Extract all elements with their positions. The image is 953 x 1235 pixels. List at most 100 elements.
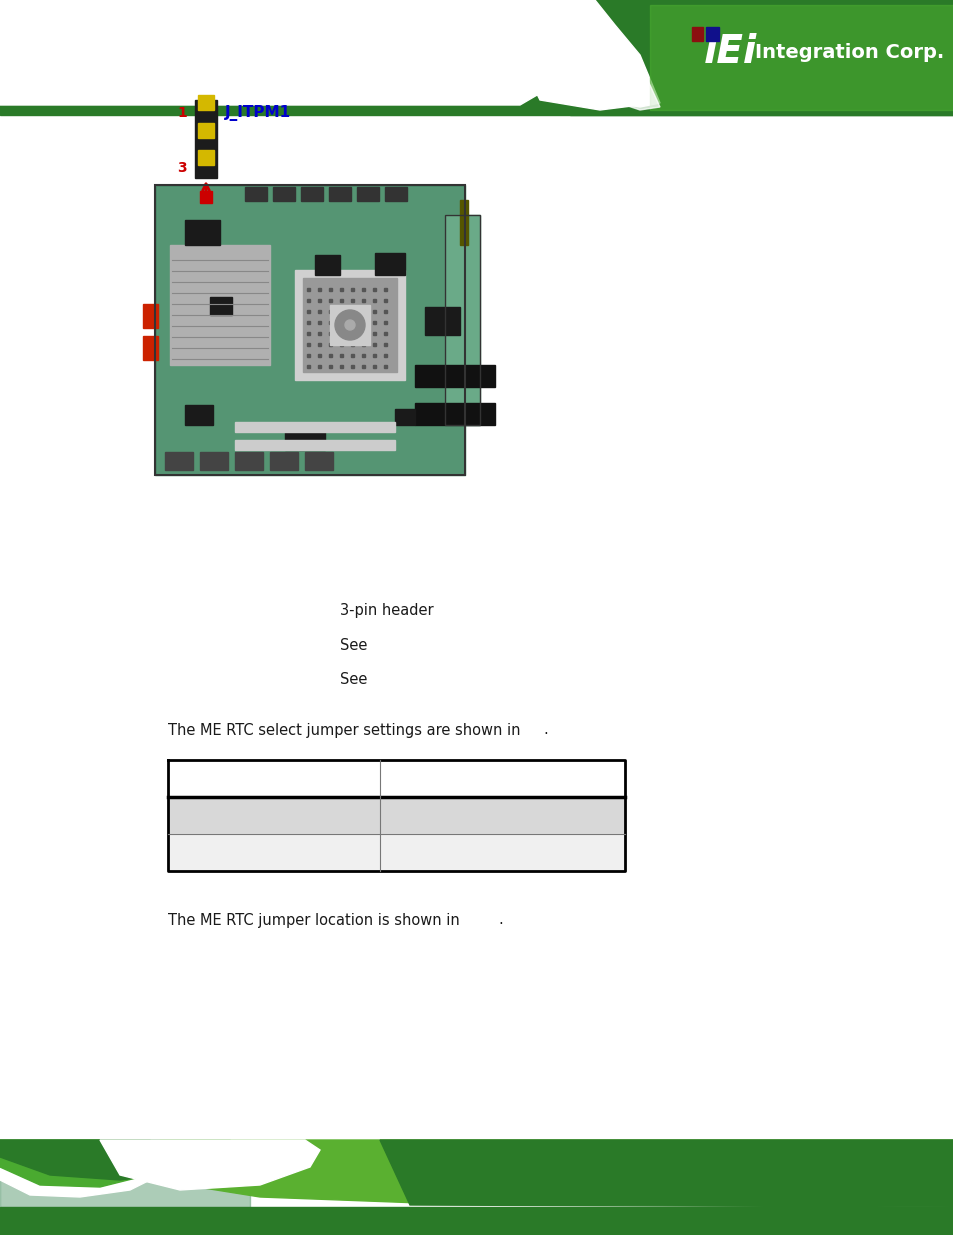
Bar — [373, 366, 375, 368]
Bar — [303, 278, 396, 372]
Bar — [459, 200, 468, 245]
Bar — [373, 343, 375, 346]
Bar — [330, 305, 370, 345]
Bar — [329, 354, 332, 357]
Bar — [351, 366, 354, 368]
Text: See: See — [339, 673, 367, 688]
Polygon shape — [555, 0, 659, 107]
Bar — [210, 296, 232, 315]
Bar — [415, 403, 495, 425]
Bar — [705, 27, 719, 41]
Bar — [198, 124, 213, 138]
Bar — [198, 149, 213, 165]
Bar — [273, 186, 294, 201]
Bar — [339, 354, 343, 357]
Bar — [384, 310, 387, 312]
Bar — [317, 321, 320, 324]
Bar — [351, 310, 354, 312]
Bar — [356, 186, 378, 201]
Bar — [373, 299, 375, 303]
Bar — [198, 95, 213, 110]
Bar — [0, 1207, 953, 1235]
Bar — [384, 354, 387, 357]
Bar — [168, 797, 624, 834]
Bar — [361, 366, 365, 368]
Bar — [351, 321, 354, 324]
Bar — [351, 332, 354, 335]
Bar — [143, 336, 158, 359]
Bar — [373, 310, 375, 312]
Text: iEi: iEi — [702, 33, 756, 70]
Bar — [154, 185, 464, 475]
Bar — [0, 0, 953, 115]
Bar — [305, 452, 333, 471]
Circle shape — [345, 320, 355, 330]
Polygon shape — [160, 1140, 953, 1203]
Bar — [317, 332, 320, 335]
Bar — [165, 452, 193, 471]
Bar — [329, 321, 332, 324]
Bar — [285, 432, 325, 450]
Bar — [317, 343, 320, 346]
Bar — [329, 310, 332, 312]
Bar — [329, 366, 332, 368]
Bar — [361, 321, 365, 324]
Bar — [351, 299, 354, 303]
Bar — [307, 321, 310, 324]
Bar — [361, 332, 365, 335]
Bar — [339, 343, 343, 346]
Bar — [0, 1140, 250, 1235]
Bar — [384, 321, 387, 324]
Polygon shape — [100, 1140, 319, 1191]
Bar — [270, 452, 297, 471]
Polygon shape — [0, 1140, 170, 1197]
Bar — [143, 304, 158, 329]
Bar — [329, 288, 332, 291]
Bar — [307, 299, 310, 303]
Bar — [384, 332, 387, 335]
Text: Integration Corp.: Integration Corp. — [754, 42, 943, 62]
Bar — [0, 1140, 953, 1235]
Bar — [234, 452, 263, 471]
Bar — [317, 366, 320, 368]
Bar — [234, 440, 395, 450]
Bar — [361, 288, 365, 291]
Text: .: . — [497, 913, 502, 927]
Bar — [375, 253, 405, 275]
Text: See: See — [339, 637, 367, 652]
Text: The ME RTC select jumper settings are shown in: The ME RTC select jumper settings are sh… — [168, 722, 520, 737]
Text: J_ITPM1: J_ITPM1 — [225, 105, 291, 121]
Bar — [329, 332, 332, 335]
Bar — [185, 405, 213, 425]
Bar — [569, 0, 953, 115]
Bar — [415, 366, 495, 387]
Bar — [339, 288, 343, 291]
Bar — [361, 299, 365, 303]
Bar — [329, 299, 332, 303]
Bar — [339, 332, 343, 335]
Bar — [317, 310, 320, 312]
Bar — [317, 299, 320, 303]
Bar — [329, 343, 332, 346]
Bar — [339, 299, 343, 303]
Polygon shape — [379, 1140, 953, 1207]
Bar — [384, 366, 387, 368]
Polygon shape — [569, 0, 659, 110]
Bar — [170, 245, 270, 366]
Bar — [307, 310, 310, 312]
Bar — [317, 354, 320, 357]
Text: The ME RTC jumper location is shown in: The ME RTC jumper location is shown in — [168, 913, 459, 927]
Bar — [157, 186, 462, 473]
Bar — [361, 310, 365, 312]
Bar — [317, 288, 320, 291]
Bar — [373, 332, 375, 335]
Bar — [444, 215, 479, 425]
Bar — [373, 288, 375, 291]
Bar — [395, 409, 415, 425]
Bar — [301, 186, 323, 201]
Text: 3: 3 — [177, 161, 187, 175]
Bar — [200, 452, 228, 471]
Bar — [361, 354, 365, 357]
Bar — [691, 27, 702, 41]
Bar — [384, 299, 387, 303]
